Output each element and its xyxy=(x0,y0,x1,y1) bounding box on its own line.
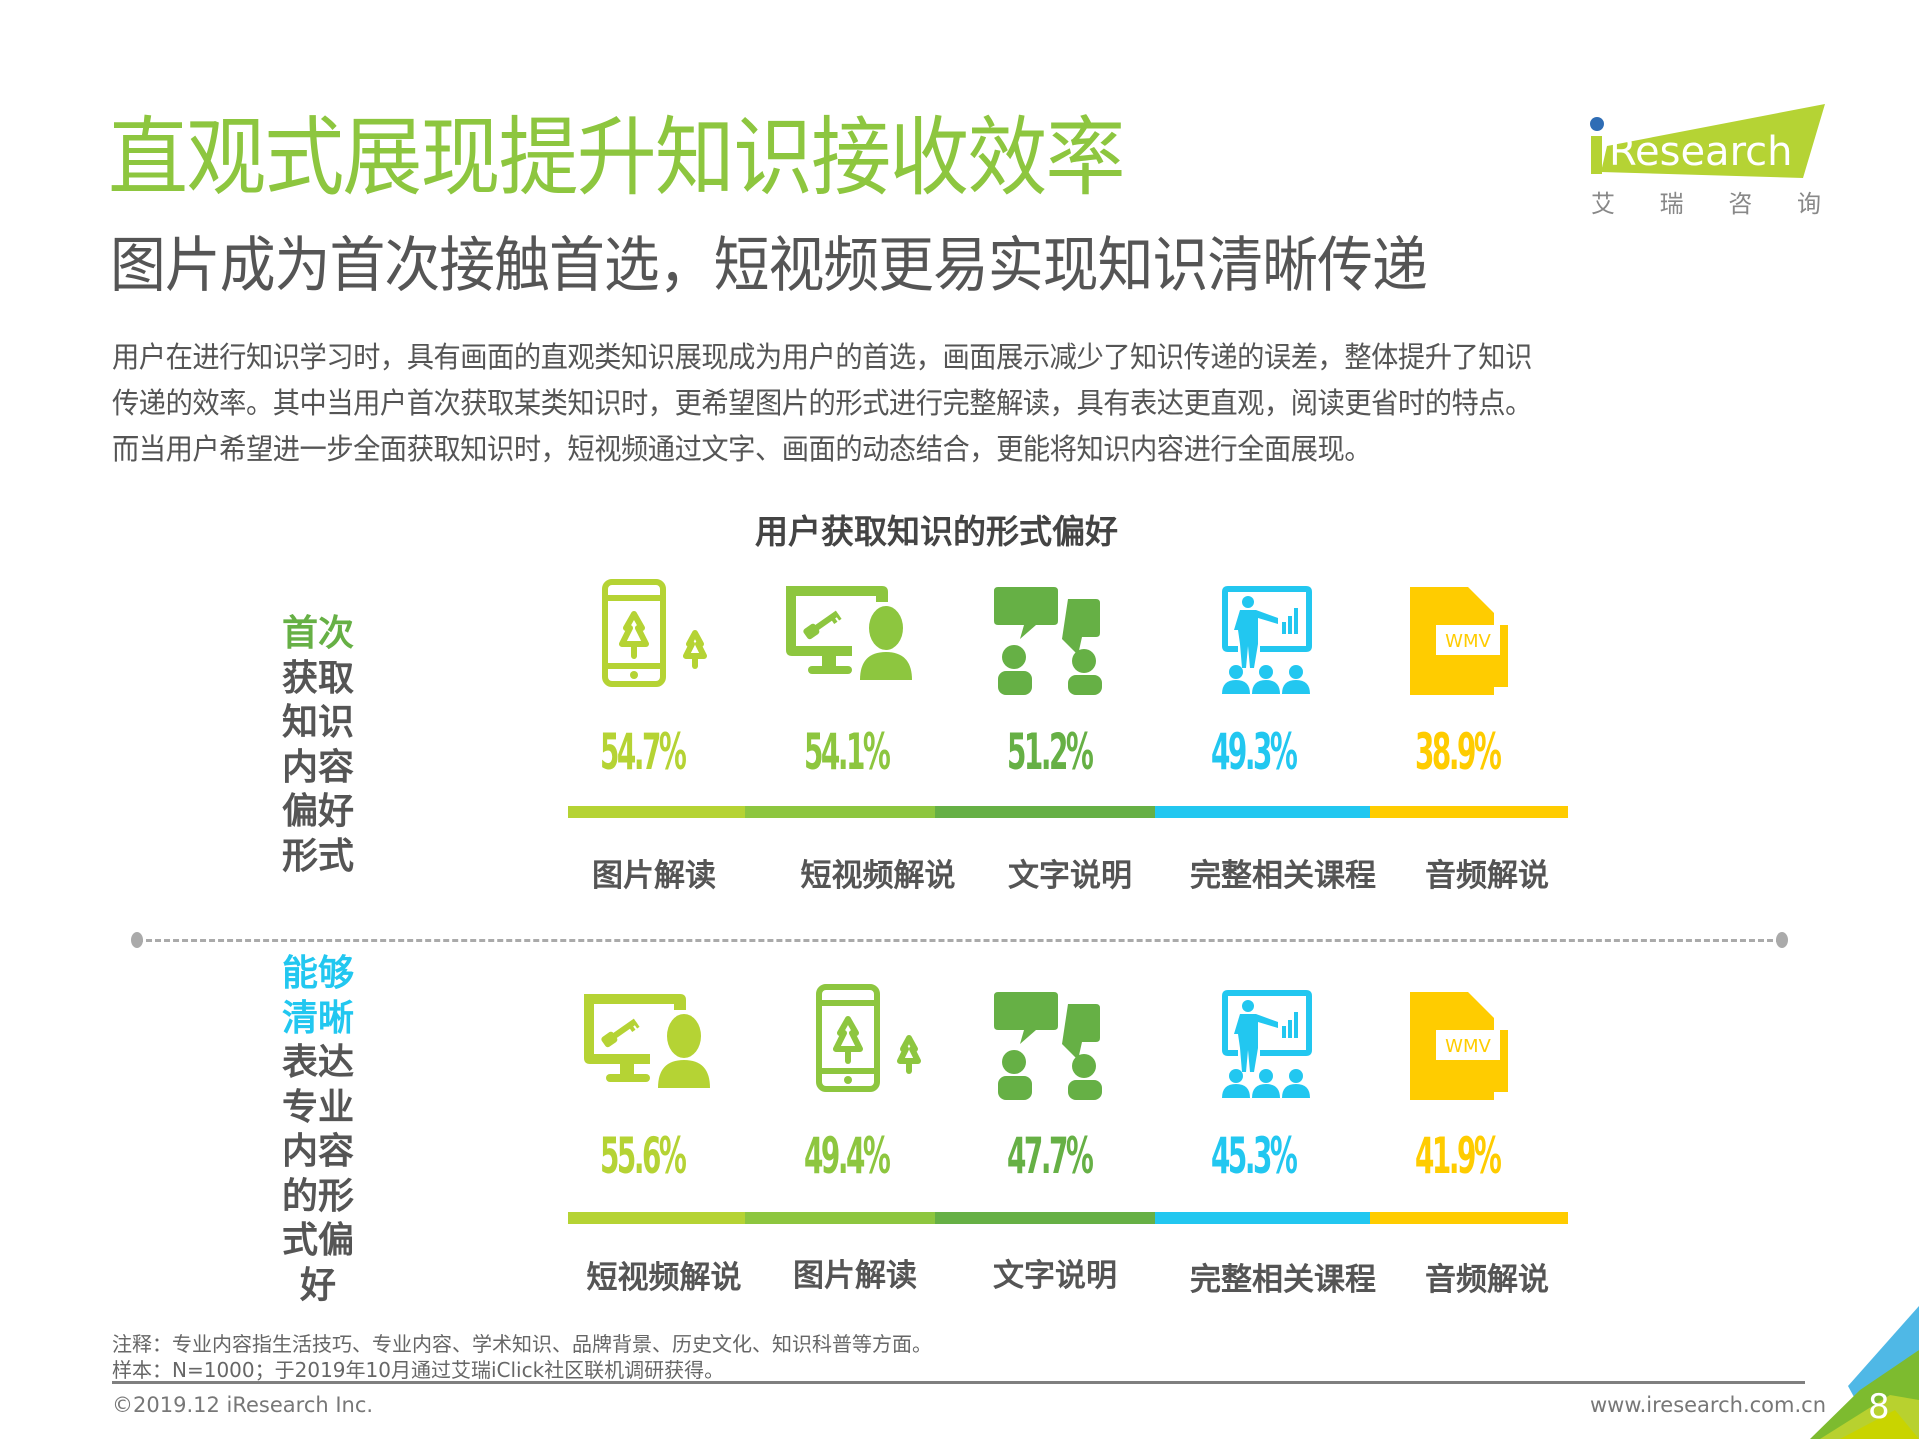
value-1-4: 49.3% xyxy=(1211,723,1298,781)
section2-label-line: 好 xyxy=(299,1264,336,1306)
section2-label-line: 专业 xyxy=(281,1086,354,1128)
presentation-audience-icon xyxy=(1222,990,1312,1098)
page-subtitle: 图片成为首次接触首选，短视频更易实现知识清晰传递 xyxy=(110,231,1428,301)
category-label: 音频解说 xyxy=(1425,1262,1549,1298)
body-paragraph: 用户在进行知识学习时，具有画面的直观类知识展现成为用户的首选，画面展示减少了知识… xyxy=(112,334,1832,472)
value-2-1: 55.6% xyxy=(600,1127,687,1185)
section-divider xyxy=(137,939,1782,942)
bar-segment xyxy=(935,1212,1155,1224)
value-1-1: 54.7% xyxy=(600,723,687,781)
website-link[interactable]: www.iresearch.com.cn xyxy=(1590,1393,1827,1417)
section2-label-line: 的形 xyxy=(281,1175,354,1217)
section1-label-line: 偏好 xyxy=(281,791,354,832)
value-1-3: 51.2% xyxy=(1007,723,1094,781)
value-2-5: 41.9% xyxy=(1415,1127,1502,1185)
logo-char: 询 xyxy=(1796,190,1821,218)
section2-label-line: 内容 xyxy=(281,1131,354,1172)
section2-label: 能够 清晰 表达 专业 内容 的形 式偏 好 xyxy=(278,952,358,1308)
divider-endpoint xyxy=(1776,932,1788,948)
section2-label-highlight: 清晰 xyxy=(281,997,354,1039)
category-label: 短视频解说 xyxy=(586,1260,742,1296)
wmv-file-icon: WMV xyxy=(1410,992,1508,1100)
footer-rule xyxy=(112,1381,1805,1384)
section1-label-line: 形式 xyxy=(281,835,354,877)
page-number: 8 xyxy=(1868,1387,1890,1427)
phone-tree-icon xyxy=(816,984,921,1092)
iresearch-logo: Research 艾 瑞 咨 询 xyxy=(1585,98,1825,218)
bar-segment xyxy=(1370,1212,1568,1224)
phone-tree-icon xyxy=(602,579,707,687)
note-text: 注释：专业内容指生活技巧、专业内容、学术知识、品牌背景、历史文化、知识科普等方面… xyxy=(112,1332,932,1356)
body-line: 而当用户希望进一步全面获取知识时，短视频通过文字、画面的动态结合，更能将知识内容… xyxy=(112,432,1372,466)
chart-title: 用户获取知识的形式偏好 xyxy=(755,512,1118,551)
svg-text:WMV: WMV xyxy=(1445,1036,1491,1057)
bar-segment xyxy=(1370,806,1568,818)
category-label: 完整相关课程 xyxy=(1190,1262,1376,1298)
svg-text:WMV: WMV xyxy=(1445,631,1491,652)
value-2-2: 49.4% xyxy=(804,1127,891,1185)
sample-text: 样本：N=1000；于2019年10月通过艾瑞iClick社区联机调研获得。 xyxy=(112,1358,725,1382)
bar-segment xyxy=(935,806,1155,818)
presentation-audience-icon xyxy=(1222,586,1312,694)
category-label: 文字说明 xyxy=(993,1258,1117,1294)
value-2-4: 45.3% xyxy=(1211,1127,1298,1185)
category-label: 短视频解说 xyxy=(800,858,956,894)
category-label: 文字说明 xyxy=(1008,858,1132,894)
value-1-2: 54.1% xyxy=(804,723,891,781)
bar-segment xyxy=(1155,806,1370,818)
section1-label: 首次 获取 知识 内容 偏好 形式 xyxy=(278,612,358,879)
logo-char: 艾 xyxy=(1591,190,1615,218)
logo-char: 咨 xyxy=(1728,190,1753,218)
monitor-key-user-icon xyxy=(584,994,710,1088)
chat-people-icon xyxy=(994,992,1102,1100)
section2-label-line: 式偏 xyxy=(281,1220,354,1261)
body-line: 用户在进行知识学习时，具有画面的直观类知识展现成为用户的首选，画面展示减少了知识… xyxy=(112,340,1532,374)
category-label: 图片解读 xyxy=(592,858,716,894)
bar-segment xyxy=(1155,1212,1370,1224)
corner-decoration xyxy=(1810,1306,1919,1439)
section1-label-line: 知识 xyxy=(281,702,354,743)
section1-label-line: 获取 xyxy=(281,657,354,699)
category-label: 完整相关课程 xyxy=(1190,858,1376,894)
wmv-file-icon: WMV xyxy=(1410,587,1508,695)
category-label: 图片解读 xyxy=(793,1258,917,1294)
section2-label-line: 表达 xyxy=(281,1042,354,1083)
section1-label-highlight: 首次 xyxy=(281,613,354,654)
section1-label-line: 内容 xyxy=(281,746,354,788)
chat-people-icon xyxy=(994,587,1102,695)
bar-segment xyxy=(568,806,745,818)
value-1-5: 38.9% xyxy=(1415,723,1502,781)
monitor-key-user-icon xyxy=(786,586,912,680)
bar-segment xyxy=(745,1212,935,1224)
body-line: 传递的效率。其中当用户首次获取某类知识时，更希望图片的形式进行完整解读，具有表达… xyxy=(112,386,1532,420)
page-title: 直观式展现提升知识接收效率 xyxy=(108,108,1125,208)
svg-text:Research: Research xyxy=(1609,129,1792,175)
bar-segment xyxy=(568,1212,745,1224)
section2-label-highlight: 能够 xyxy=(281,953,354,994)
bar-segment xyxy=(745,806,935,818)
copyright: ©2019.12 iResearch Inc. xyxy=(112,1393,374,1417)
category-label: 音频解说 xyxy=(1425,858,1549,894)
logo-char: 瑞 xyxy=(1659,190,1684,218)
value-2-3: 47.7% xyxy=(1007,1127,1094,1185)
